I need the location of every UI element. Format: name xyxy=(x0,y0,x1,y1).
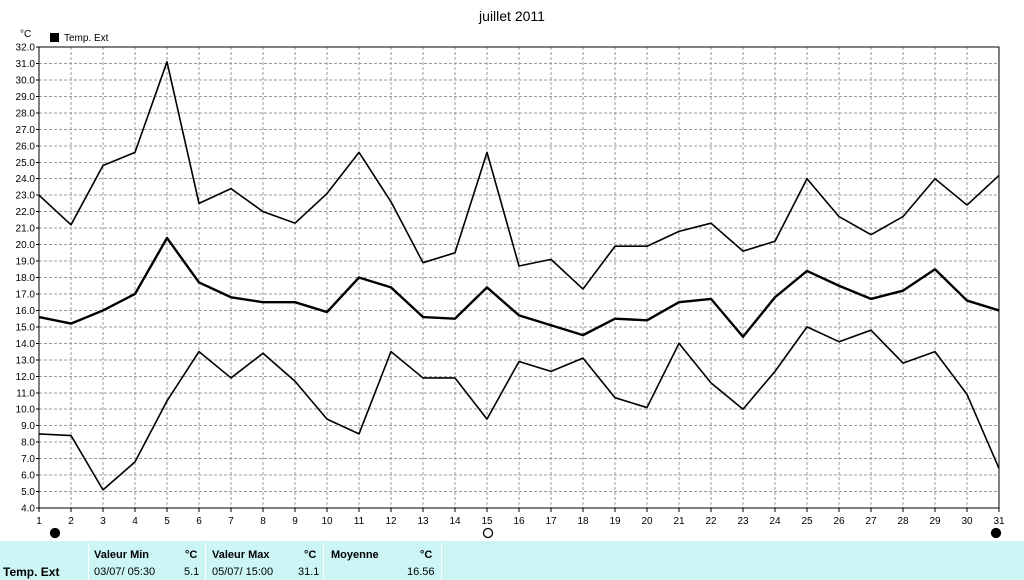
x-tick-label: 22 xyxy=(705,516,717,527)
y-tick-label: 24.0 xyxy=(16,174,36,185)
x-tick-label: 28 xyxy=(897,516,909,527)
x-tick-label: 7 xyxy=(228,516,234,527)
y-tick-label: 23.0 xyxy=(16,191,36,202)
y-tick-label: 14.0 xyxy=(16,339,36,350)
divider xyxy=(88,543,89,580)
y-tick-label: 19.0 xyxy=(16,257,36,268)
max-time: 05/07/ 15:00 xyxy=(212,566,274,578)
y-tick-label: 28.0 xyxy=(16,108,36,119)
y-tick-label: 7.0 xyxy=(21,454,35,465)
y-tick-label: 18.0 xyxy=(16,273,36,284)
axes: 4.05.06.07.08.09.010.011.012.013.014.015… xyxy=(16,43,1005,528)
legend-swatch xyxy=(50,33,59,42)
x-tick-label: 31 xyxy=(993,516,1005,527)
min-value: 5.1 xyxy=(184,566,200,578)
x-tick-label: 2 xyxy=(68,516,74,527)
y-tick-label: 10.0 xyxy=(16,405,36,416)
mean-label: Moyenne xyxy=(331,549,379,561)
x-tick-label: 8 xyxy=(260,516,266,527)
x-tick-label: 3 xyxy=(100,516,106,527)
x-tick-label: 18 xyxy=(577,516,589,527)
y-tick-label: 17.0 xyxy=(16,289,36,300)
x-tick-label: 29 xyxy=(929,516,941,527)
min-time: 03/07/ 05:30 xyxy=(94,566,156,578)
y-tick-label: 31.0 xyxy=(16,59,36,70)
x-tick-label: 10 xyxy=(321,516,333,527)
day-markers xyxy=(49,527,1002,539)
x-tick-label: 5 xyxy=(164,516,170,527)
summary-row-label: Temp. Ext xyxy=(3,565,60,579)
x-tick-label: 25 xyxy=(801,516,813,527)
y-tick-label: 11.0 xyxy=(16,388,35,399)
series-line-mean xyxy=(38,236,1000,338)
x-tick-label: 21 xyxy=(673,516,685,527)
x-tick-label: 24 xyxy=(769,516,781,527)
x-tick-label: 9 xyxy=(292,516,298,527)
y-tick-label: 27.0 xyxy=(16,125,36,136)
divider xyxy=(323,543,324,580)
y-tick-label: 21.0 xyxy=(16,224,36,235)
y-tick-label: 12.0 xyxy=(16,372,36,383)
open-circle-marker xyxy=(482,527,494,539)
filled-circle-marker xyxy=(49,527,61,539)
mean-value: 16.56 xyxy=(407,566,435,578)
series-lines xyxy=(38,61,1000,491)
y-tick-label: 32.0 xyxy=(16,43,36,54)
series-line-min xyxy=(38,326,1000,491)
y-tick-label: 29.0 xyxy=(16,92,36,103)
y-axis-unit: °C xyxy=(20,29,31,40)
y-tick-label: 6.0 xyxy=(21,471,35,482)
y-tick-label: 9.0 xyxy=(21,421,35,432)
series-line-max xyxy=(38,61,1000,290)
max-label: Valeur Max xyxy=(212,549,270,561)
y-tick-label: 20.0 xyxy=(16,240,36,251)
y-tick-label: 8.0 xyxy=(21,438,35,449)
chart-title: juillet 2011 xyxy=(478,8,545,24)
x-tick-label: 20 xyxy=(641,516,653,527)
y-tick-label: 5.0 xyxy=(21,487,35,498)
x-tick-label: 4 xyxy=(132,516,138,527)
x-tick-label: 30 xyxy=(961,516,973,527)
temperature-chart: juillet 2011 °C Temp. Ext 4.0 5.0 6.0 7.0 8.… xyxy=(16,8,1005,539)
x-tick-label: 14 xyxy=(449,516,461,527)
x-tick-label: 23 xyxy=(737,516,749,527)
mean-unit: °C xyxy=(420,549,433,561)
y-tick-label: 13.0 xyxy=(16,355,36,366)
min-label: Valeur Min xyxy=(94,549,150,561)
summary-bar: Temp. Ext Valeur Min °C 03/07/ 05:30 5.1… xyxy=(0,541,1024,580)
plot-frame xyxy=(38,46,1000,509)
max-value: 31.1 xyxy=(298,566,320,578)
x-tick-label: 11 xyxy=(354,516,365,527)
x-tick-label: 13 xyxy=(417,516,429,527)
y-tick-label: 15.0 xyxy=(16,322,36,333)
divider xyxy=(205,543,206,580)
y-tick-label: 25.0 xyxy=(16,158,36,169)
divider xyxy=(441,543,442,580)
x-tick-label: 26 xyxy=(833,516,845,527)
x-tick-label: 16 xyxy=(513,516,525,527)
x-tick-label: 27 xyxy=(865,516,877,527)
y-tick-label: 22.0 xyxy=(16,207,36,218)
x-tick-label: 19 xyxy=(609,516,621,527)
min-unit: °C xyxy=(185,549,198,561)
x-tick-label: 6 xyxy=(196,516,202,527)
grid xyxy=(39,47,999,508)
x-tick-label: 15 xyxy=(481,516,493,527)
y-tick-label: 4.0 xyxy=(21,504,35,515)
x-tick-label: 1 xyxy=(36,516,42,527)
x-tick-label: 17 xyxy=(545,516,557,527)
y-tick-label: 16.0 xyxy=(16,306,36,317)
y-tick-label: 30.0 xyxy=(16,75,36,86)
x-tick-label: 12 xyxy=(385,516,397,527)
filled-circle-marker xyxy=(990,527,1002,539)
y-tick-label: 26.0 xyxy=(16,141,36,152)
legend-entry: Temp. Ext xyxy=(64,33,109,44)
max-unit: °C xyxy=(304,549,317,561)
